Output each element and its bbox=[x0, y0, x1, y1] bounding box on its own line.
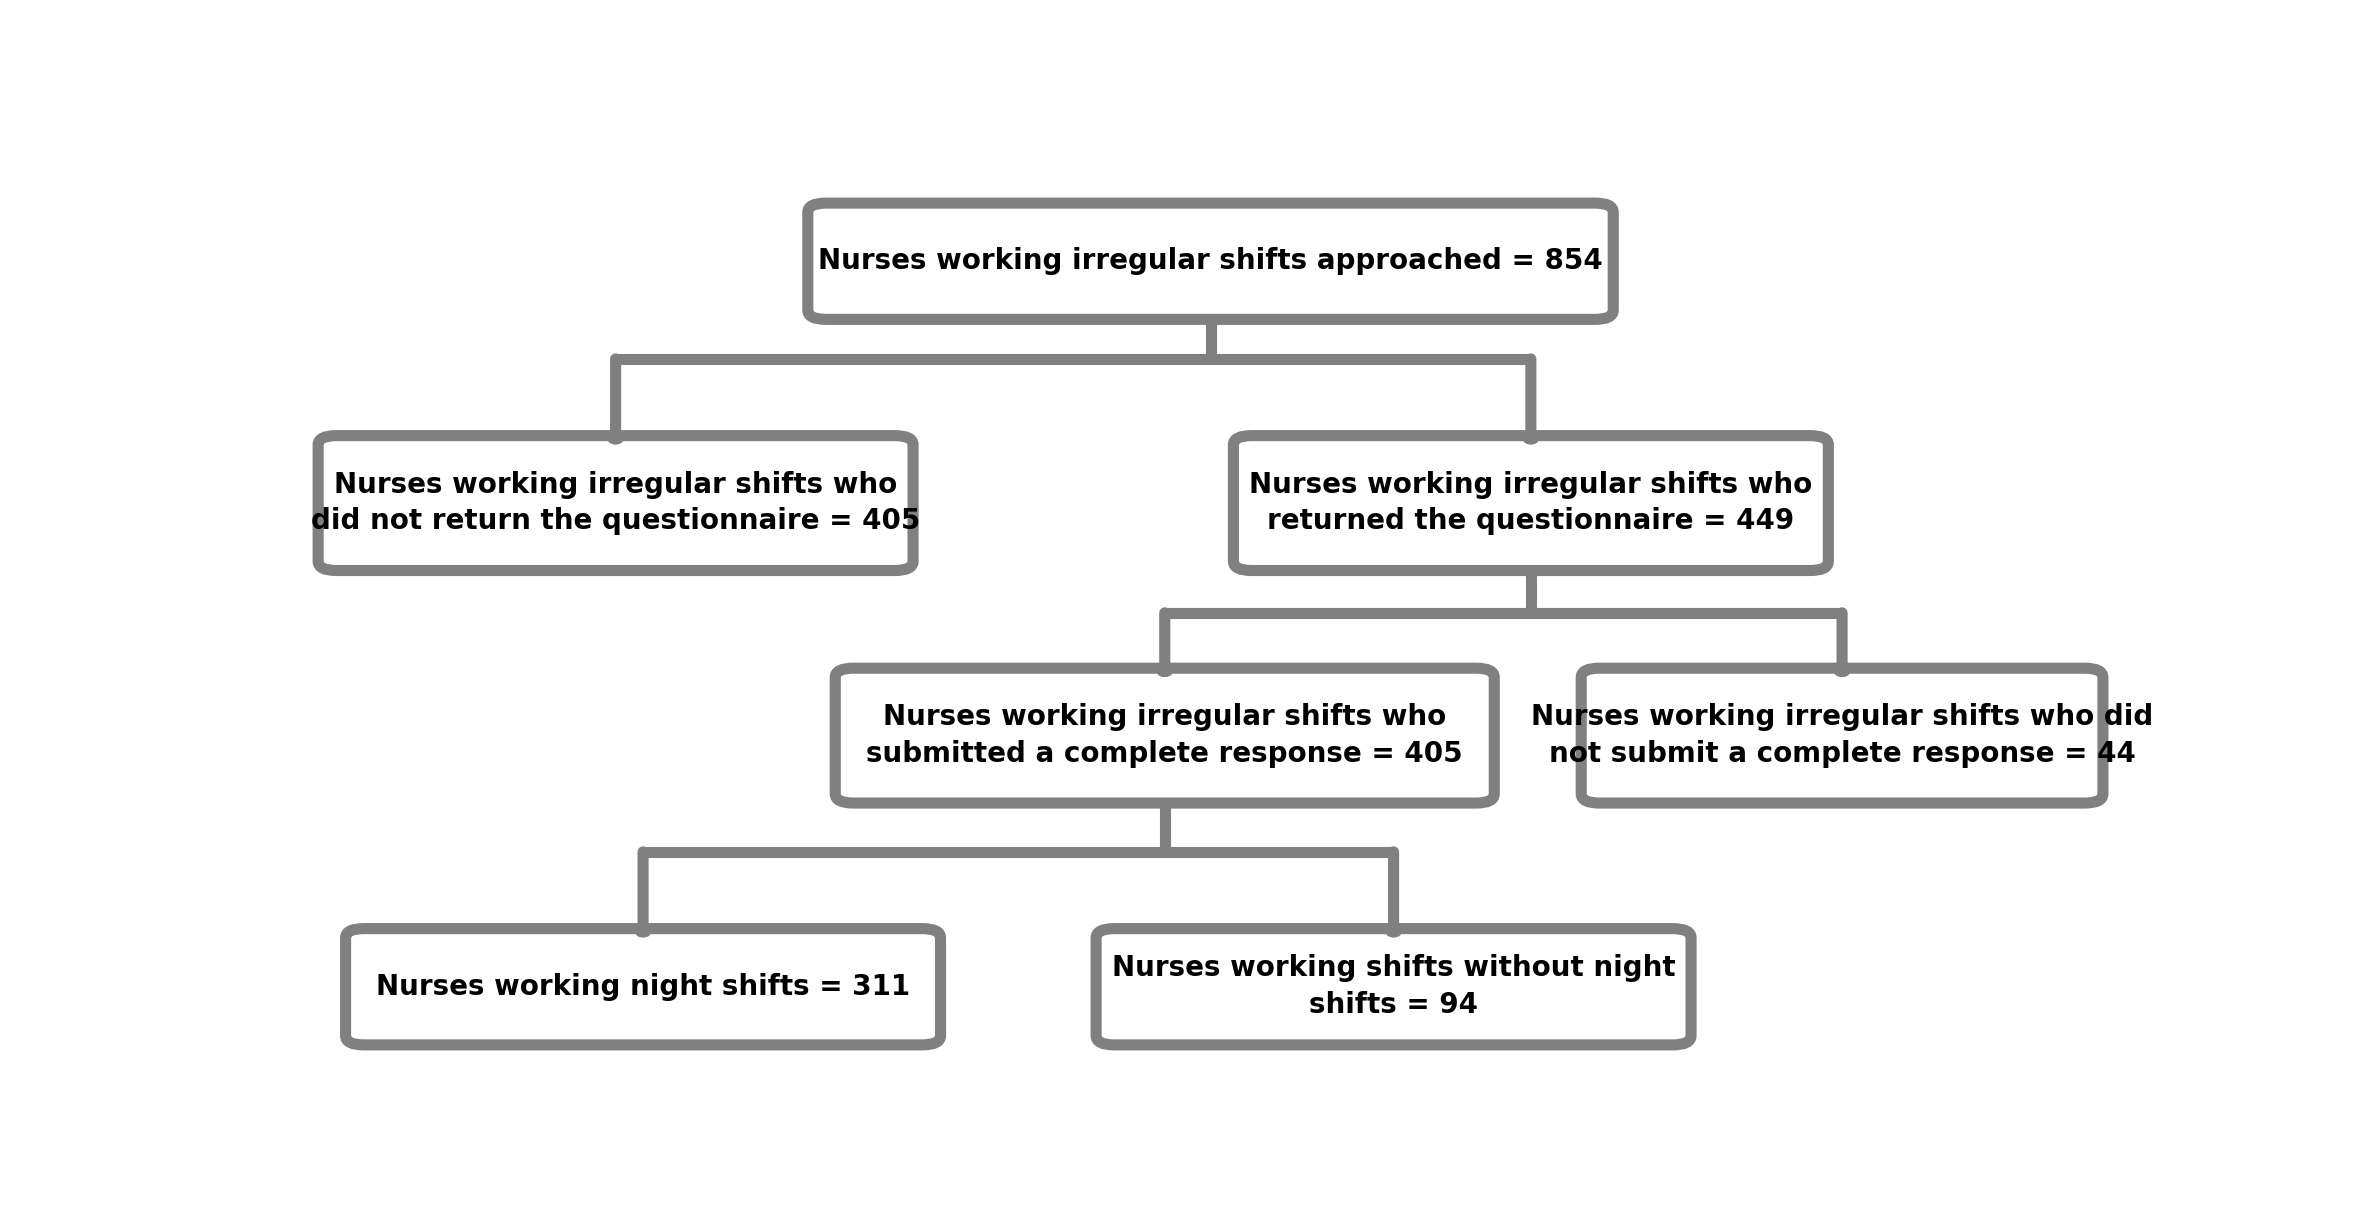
FancyBboxPatch shape bbox=[1096, 929, 1691, 1045]
Text: Nurses working irregular shifts who
submitted a complete response = 405: Nurses working irregular shifts who subm… bbox=[867, 703, 1462, 768]
FancyBboxPatch shape bbox=[836, 668, 1495, 803]
FancyBboxPatch shape bbox=[808, 203, 1613, 319]
FancyBboxPatch shape bbox=[1233, 436, 1828, 570]
FancyBboxPatch shape bbox=[1580, 668, 2102, 803]
Text: Nurses working shifts without night
shifts = 94: Nurses working shifts without night shif… bbox=[1113, 954, 1675, 1020]
FancyBboxPatch shape bbox=[345, 929, 940, 1045]
Text: Nurses working irregular shifts who did
not submit a complete response = 44: Nurses working irregular shifts who did … bbox=[1531, 703, 2154, 768]
Text: Nurses working irregular shifts who
did not return the questionnaire = 405: Nurses working irregular shifts who did … bbox=[312, 471, 921, 535]
FancyBboxPatch shape bbox=[319, 436, 914, 570]
Text: Nurses working night shifts = 311: Nurses working night shifts = 311 bbox=[376, 972, 909, 1000]
Text: Nurses working irregular shifts approached = 854: Nurses working irregular shifts approach… bbox=[817, 248, 1604, 275]
Text: Nurses working irregular shifts who
returned the questionnaire = 449: Nurses working irregular shifts who retu… bbox=[1249, 471, 1812, 535]
